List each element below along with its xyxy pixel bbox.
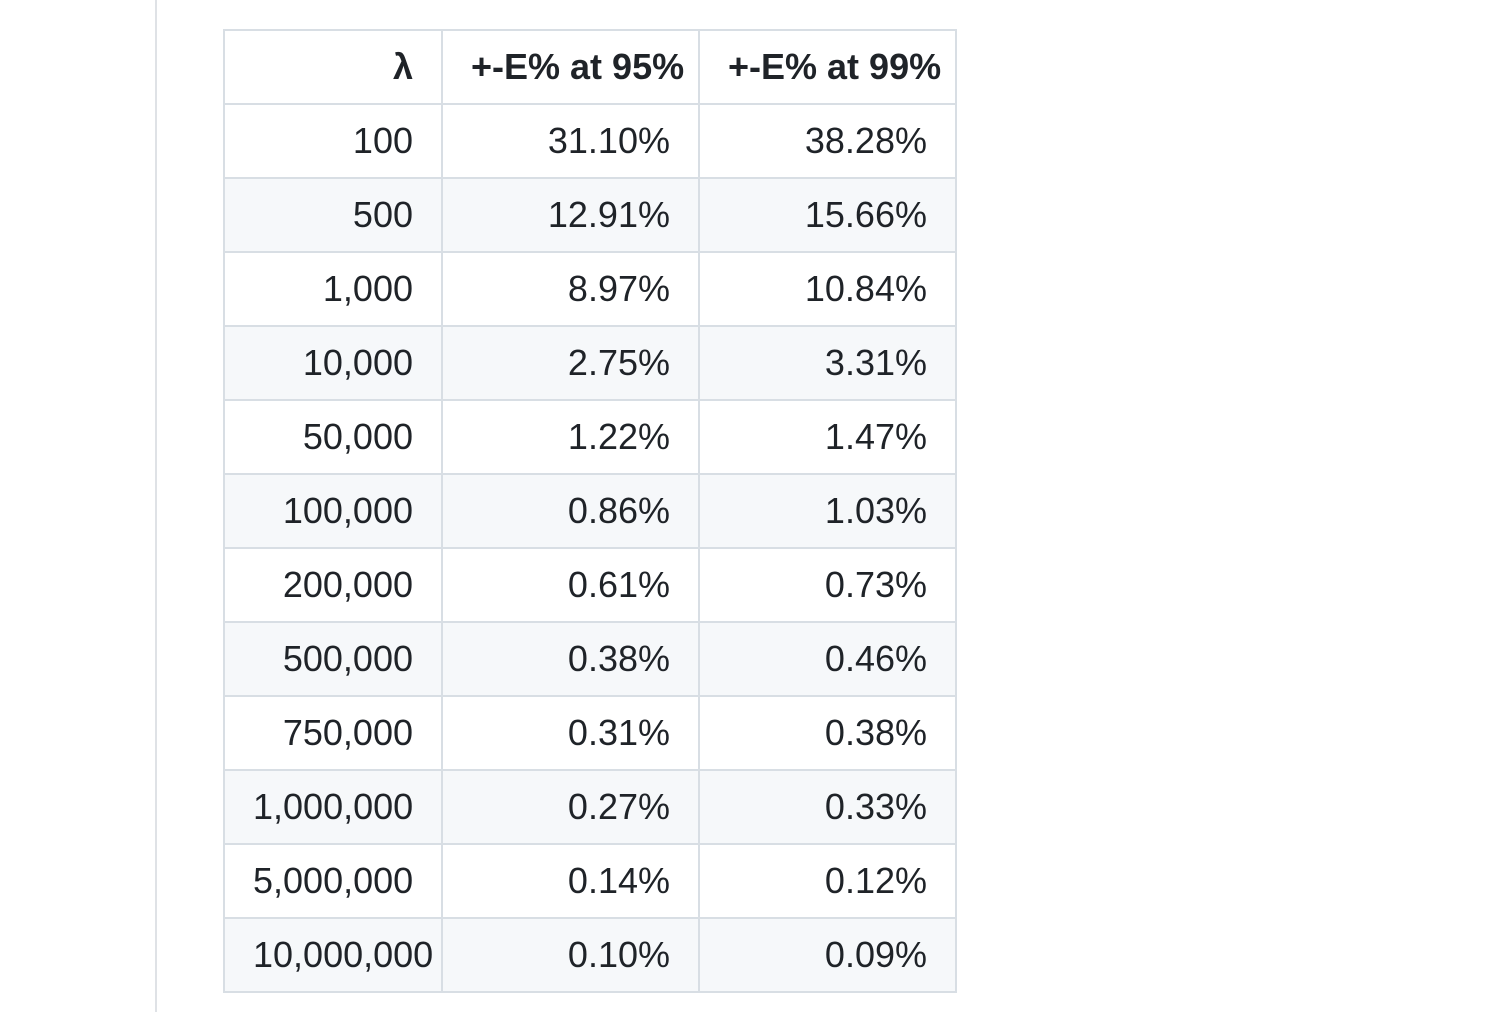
table-row: 500 12.91% 15.66% bbox=[223, 177, 957, 253]
lambda-cell: 10,000,000 bbox=[223, 917, 443, 993]
table-row: 10,000,000 0.10% 0.09% bbox=[223, 917, 957, 993]
column-header-e99: +-E% at 99% bbox=[698, 29, 957, 105]
lambda-cell: 1,000 bbox=[223, 251, 443, 327]
lambda-cell: 500 bbox=[223, 177, 443, 253]
e99-cell: 1.47% bbox=[698, 399, 957, 475]
e99-cell: 1.03% bbox=[698, 473, 957, 549]
e95-cell: 0.38% bbox=[441, 621, 700, 697]
e95-cell: 2.75% bbox=[441, 325, 700, 401]
table-row: 1,000 8.97% 10.84% bbox=[223, 251, 957, 327]
lambda-cell: 1,000,000 bbox=[223, 769, 443, 845]
error-margin-table: λ +-E% at 95% +-E% at 99% 100 31.10% 38.28… bbox=[223, 29, 957, 993]
lambda-cell: 100,000 bbox=[223, 473, 443, 549]
column-header-e95: +-E% at 95% bbox=[441, 29, 700, 105]
lambda-cell: 500,000 bbox=[223, 621, 443, 697]
e99-cell: 0.46% bbox=[698, 621, 957, 697]
e95-cell: 0.31% bbox=[441, 695, 700, 771]
lambda-cell: 750,000 bbox=[223, 695, 443, 771]
table-row: 500,000 0.38% 0.46% bbox=[223, 621, 957, 697]
e95-cell: 1.22% bbox=[441, 399, 700, 475]
e99-cell: 0.73% bbox=[698, 547, 957, 623]
column-header-lambda: λ bbox=[223, 29, 443, 105]
e99-cell: 0.12% bbox=[698, 843, 957, 919]
e99-cell: 3.31% bbox=[698, 325, 957, 401]
e95-cell: 8.97% bbox=[441, 251, 700, 327]
e99-cell: 0.09% bbox=[698, 917, 957, 993]
lambda-cell: 10,000 bbox=[223, 325, 443, 401]
table-row: 10,000 2.75% 3.31% bbox=[223, 325, 957, 401]
content-pane-divider bbox=[155, 0, 157, 1012]
e99-cell: 10.84% bbox=[698, 251, 957, 327]
e95-cell: 12.91% bbox=[441, 177, 700, 253]
lambda-cell: 5,000,000 bbox=[223, 843, 443, 919]
table-header: λ +-E% at 95% +-E% at 99% bbox=[223, 29, 957, 105]
table-row: 5,000,000 0.14% 0.12% bbox=[223, 843, 957, 919]
lambda-cell: 200,000 bbox=[223, 547, 443, 623]
lambda-cell: 100 bbox=[223, 103, 443, 179]
e95-cell: 0.61% bbox=[441, 547, 700, 623]
e99-cell: 15.66% bbox=[698, 177, 957, 253]
e95-cell: 0.14% bbox=[441, 843, 700, 919]
table-row: 1,000,000 0.27% 0.33% bbox=[223, 769, 957, 845]
table-row: 50,000 1.22% 1.47% bbox=[223, 399, 957, 475]
e99-cell: 0.33% bbox=[698, 769, 957, 845]
e99-cell: 0.38% bbox=[698, 695, 957, 771]
e99-cell: 38.28% bbox=[698, 103, 957, 179]
table-header-row: λ +-E% at 95% +-E% at 99% bbox=[223, 29, 957, 105]
table-row: 100 31.10% 38.28% bbox=[223, 103, 957, 179]
e95-cell: 0.10% bbox=[441, 917, 700, 993]
table-body: 100 31.10% 38.28% 500 12.91% 15.66% 1,000 8.97%… bbox=[223, 103, 957, 993]
table-row: 100,000 0.86% 1.03% bbox=[223, 473, 957, 549]
e95-cell: 0.27% bbox=[441, 769, 700, 845]
lambda-cell: 50,000 bbox=[223, 399, 443, 475]
e95-cell: 31.10% bbox=[441, 103, 700, 179]
e95-cell: 0.86% bbox=[441, 473, 700, 549]
table-row: 200,000 0.61% 0.73% bbox=[223, 547, 957, 623]
table-row: 750,000 0.31% 0.38% bbox=[223, 695, 957, 771]
